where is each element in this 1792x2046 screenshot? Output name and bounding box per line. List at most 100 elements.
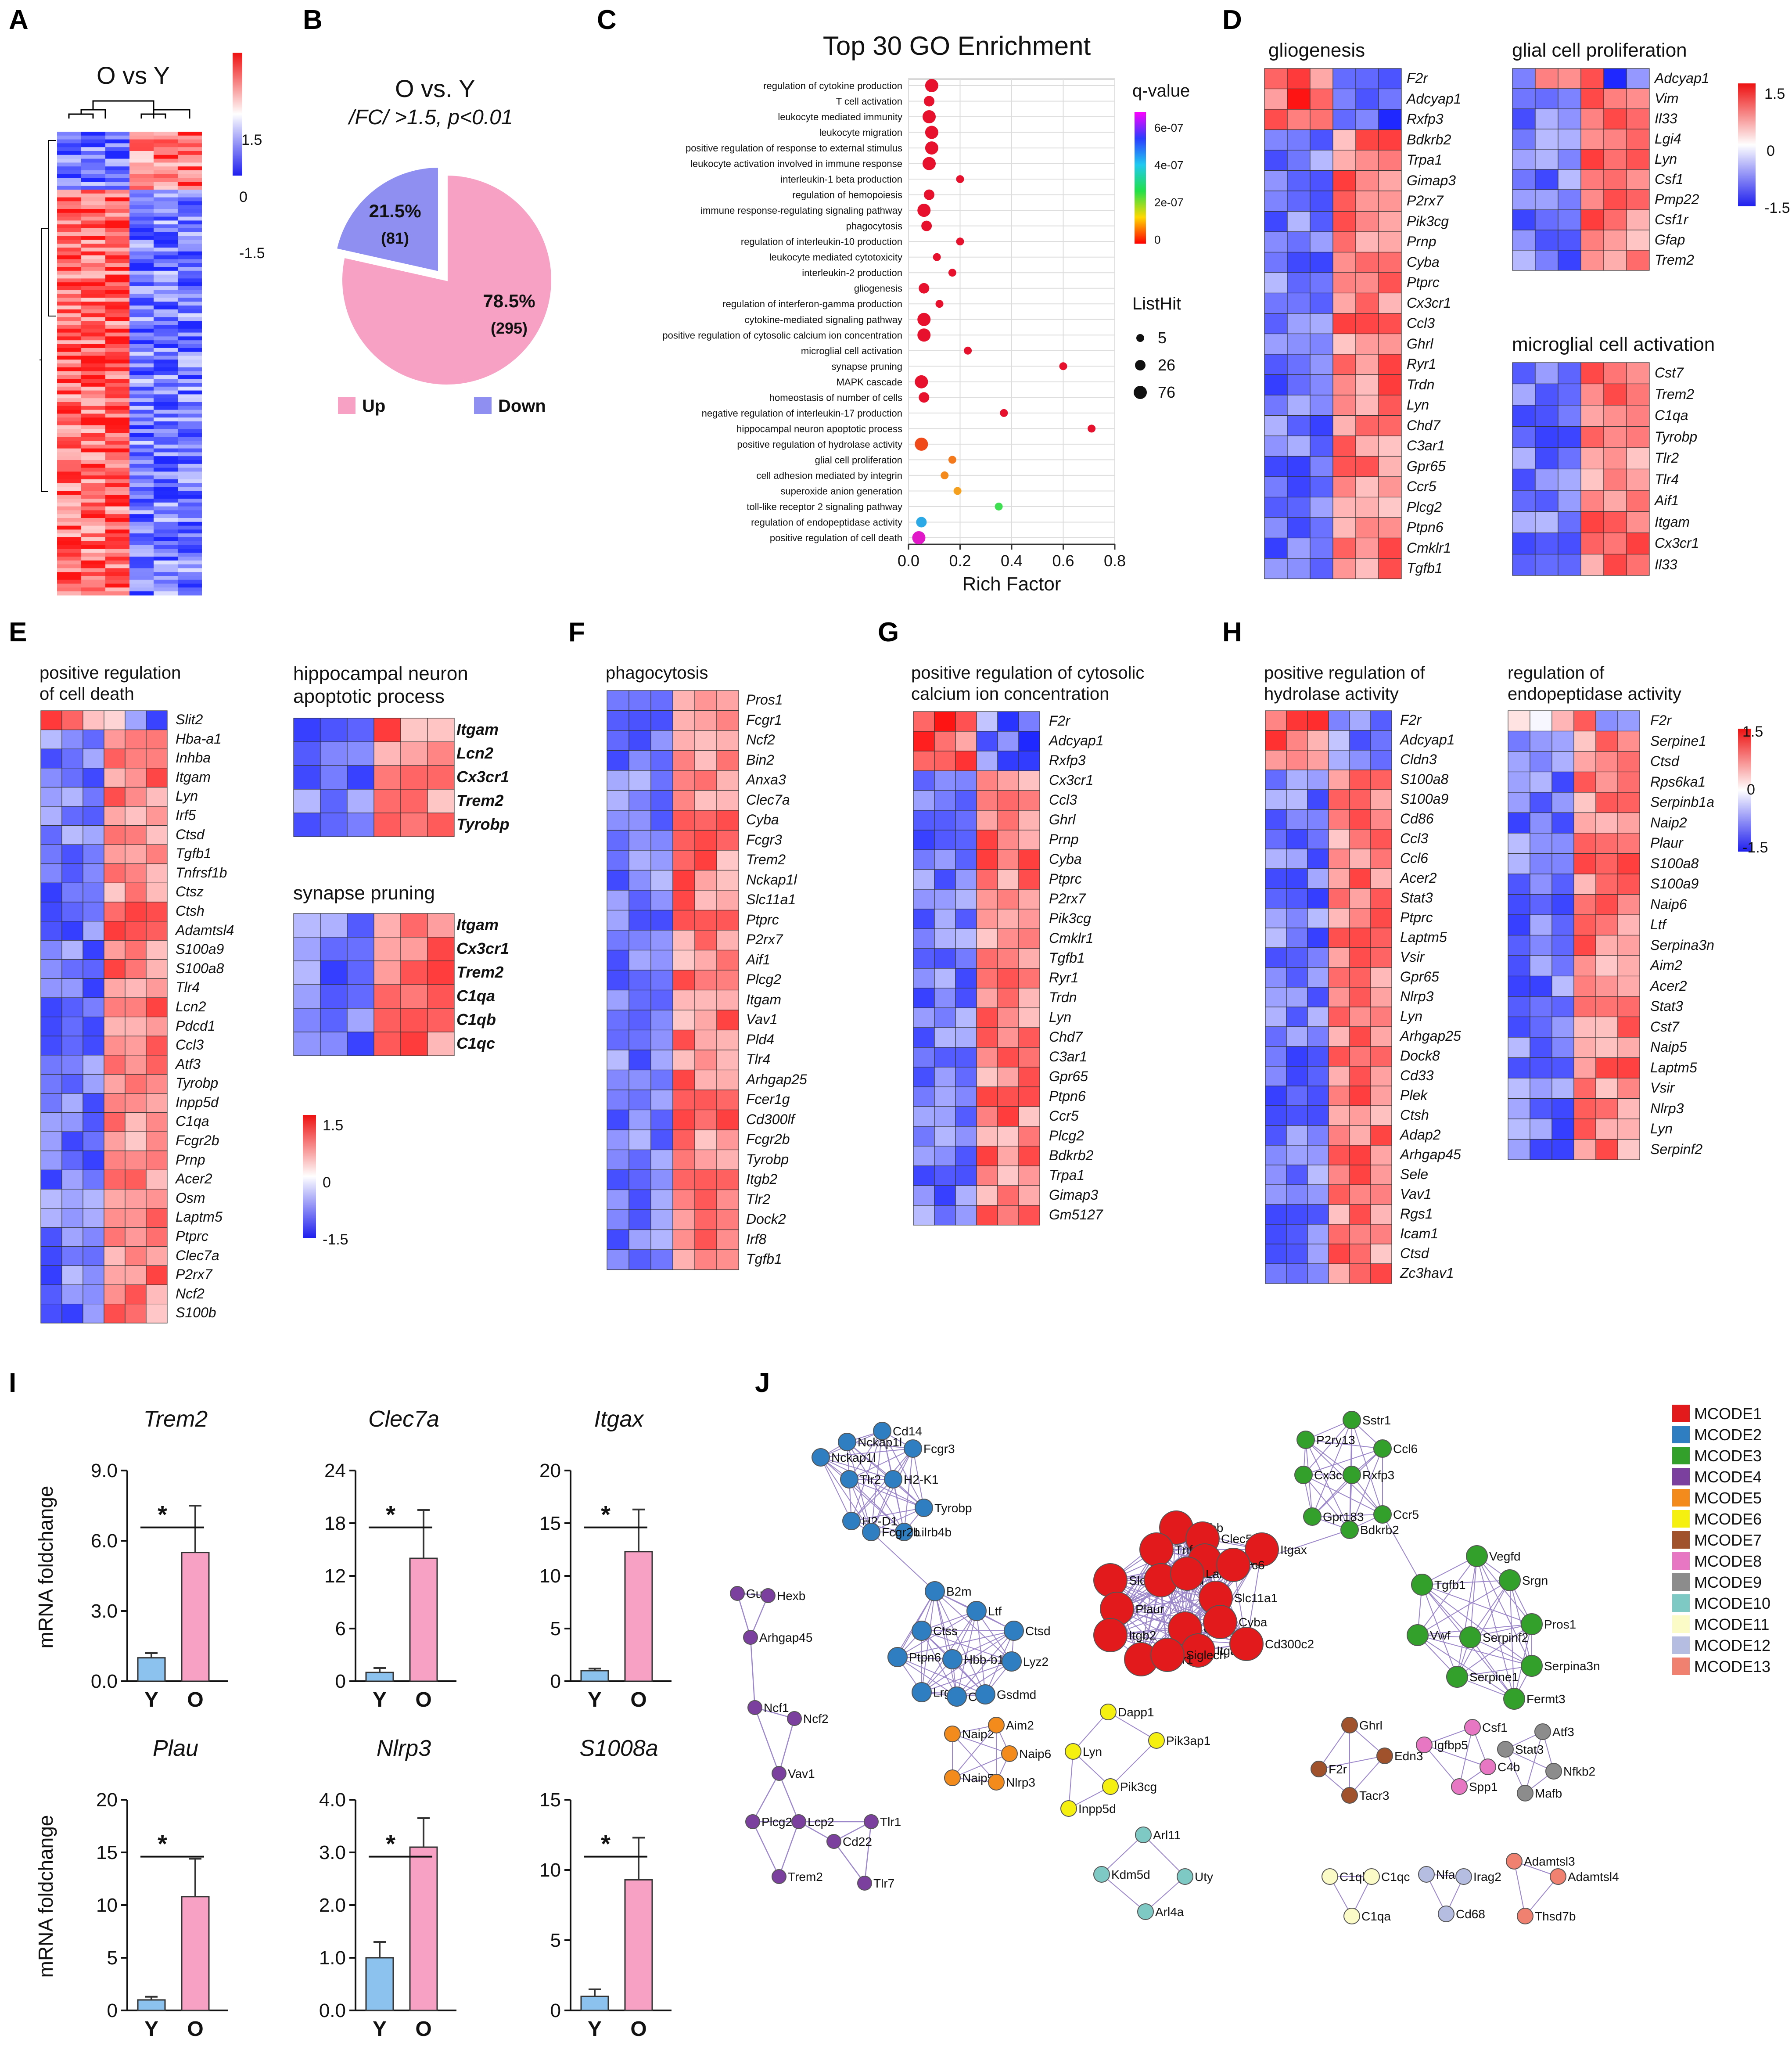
heatmap-cell [1265,1145,1287,1165]
heatmap-cell [1328,1145,1350,1165]
y-axis-label-top: mRNA foldchange [34,1486,57,1649]
heatmap-cell [154,263,178,267]
gene-label: Csf1r [1655,212,1688,227]
heatmap-cell [105,525,129,530]
heatmap-cell [105,209,129,213]
heatmap-cell [1355,333,1379,355]
heatmap-cell [672,1050,695,1071]
gene-label: Dock2 [746,1211,786,1227]
heatmap-cell [913,810,935,831]
node-edn3 [1376,1748,1393,1764]
heatmap-cell [40,1169,62,1190]
hydrolase-title-1: positive regulation of [1264,663,1425,683]
gene-label: Cx3cr1 [456,939,510,957]
hippo-title-2: apoptotic process [293,686,445,707]
heatmap-cell [129,460,154,464]
heatmap-cell [1264,517,1288,539]
heatmap-cell [1287,109,1311,130]
heatmap-cell [81,170,105,175]
edge [1424,1744,1460,1787]
heatmap-cell [81,290,105,295]
heatmap-cell [178,332,202,337]
heatmap-cell [1595,975,1618,997]
gene-label: Gpr65 [1049,1068,1088,1084]
heatmap-cell [1558,490,1581,512]
heatmap-cell [57,259,81,263]
heatmap-cell [1264,476,1288,498]
heatmap-cell [1535,405,1559,427]
heatmap-cell [913,869,935,890]
edge [1417,1635,1532,1666]
heatmap-cell [154,197,178,201]
heatmap-cell [154,236,178,240]
heatmap-cell [40,882,62,903]
heatmap-cell [146,1265,168,1285]
heatmap-cell [178,178,202,182]
heatmap-cell [1332,231,1356,253]
heatmap-cell [154,417,178,422]
heatmap-cell [178,383,202,387]
heatmap-cell [40,1303,62,1323]
heatmap-cell [1349,908,1371,928]
heatmap-cell [81,467,105,472]
heatmap-cell [955,830,977,850]
heatmap-cell [154,212,178,217]
heatmap-cell [1307,967,1329,988]
heatmap-cell [154,344,178,349]
heatmap-cell [1508,730,1530,752]
heatmap-cell [57,398,81,403]
heatmap-cell [61,768,83,788]
heatmap-cell [105,425,129,430]
heatmap-cell [81,348,105,352]
heatmap-cell [83,1112,104,1132]
edge [1382,1514,1422,1585]
heatmap-cell [125,940,147,960]
heatmap-cell [913,711,935,732]
edge [1305,1439,1350,1530]
heatmap-cell [61,997,83,1018]
heatmap-cell [125,710,147,730]
gene-label: Sele [1400,1166,1429,1182]
heatmap-cell [1530,935,1552,956]
heatmap-cell [146,1036,168,1056]
heatmap-cell [716,730,739,751]
node-label: Ptpn6 [909,1650,941,1664]
heatmap-cell [1286,1086,1308,1106]
heatmap-cell [1508,1057,1530,1079]
node-c1qc [1363,1868,1380,1885]
heatmap-cell [178,151,202,155]
heatmap-cell [129,166,154,171]
heatmap-cell [105,205,129,209]
heatmap-cell [178,371,202,375]
edge [851,1507,924,1521]
heatmap-cell [1355,374,1379,396]
heatmap-cell [1530,751,1552,773]
heatmap-cell [81,270,105,275]
node-h2-k1 [884,1470,902,1489]
heatmap-cell [178,587,202,592]
edge [871,1479,894,1532]
heatmap-cell [104,1151,126,1170]
heatmap-cell [61,1036,83,1056]
heatmap-cell [1265,947,1287,968]
heatmap-cell [1332,333,1356,355]
heatmap-cell [1512,490,1536,512]
gene-label: Itgam [176,769,211,785]
legend-label: MCODE11 [1694,1615,1769,1633]
heatmap-cell [81,506,105,511]
heatmap-cell [129,583,154,588]
heatmap-cell [976,790,998,811]
heatmap-cell [105,398,129,403]
heatmap-cell [607,1229,629,1250]
heatmap-cell [154,278,178,283]
heatmap-cell [1286,1105,1308,1126]
heatmap-cell [1307,710,1329,731]
heatmap-cell [129,529,154,534]
heatmap-cell [1370,987,1392,1007]
heatmap-cell [373,1032,401,1056]
heatmap-cell [373,813,401,837]
heatmap-cell [607,1010,629,1031]
